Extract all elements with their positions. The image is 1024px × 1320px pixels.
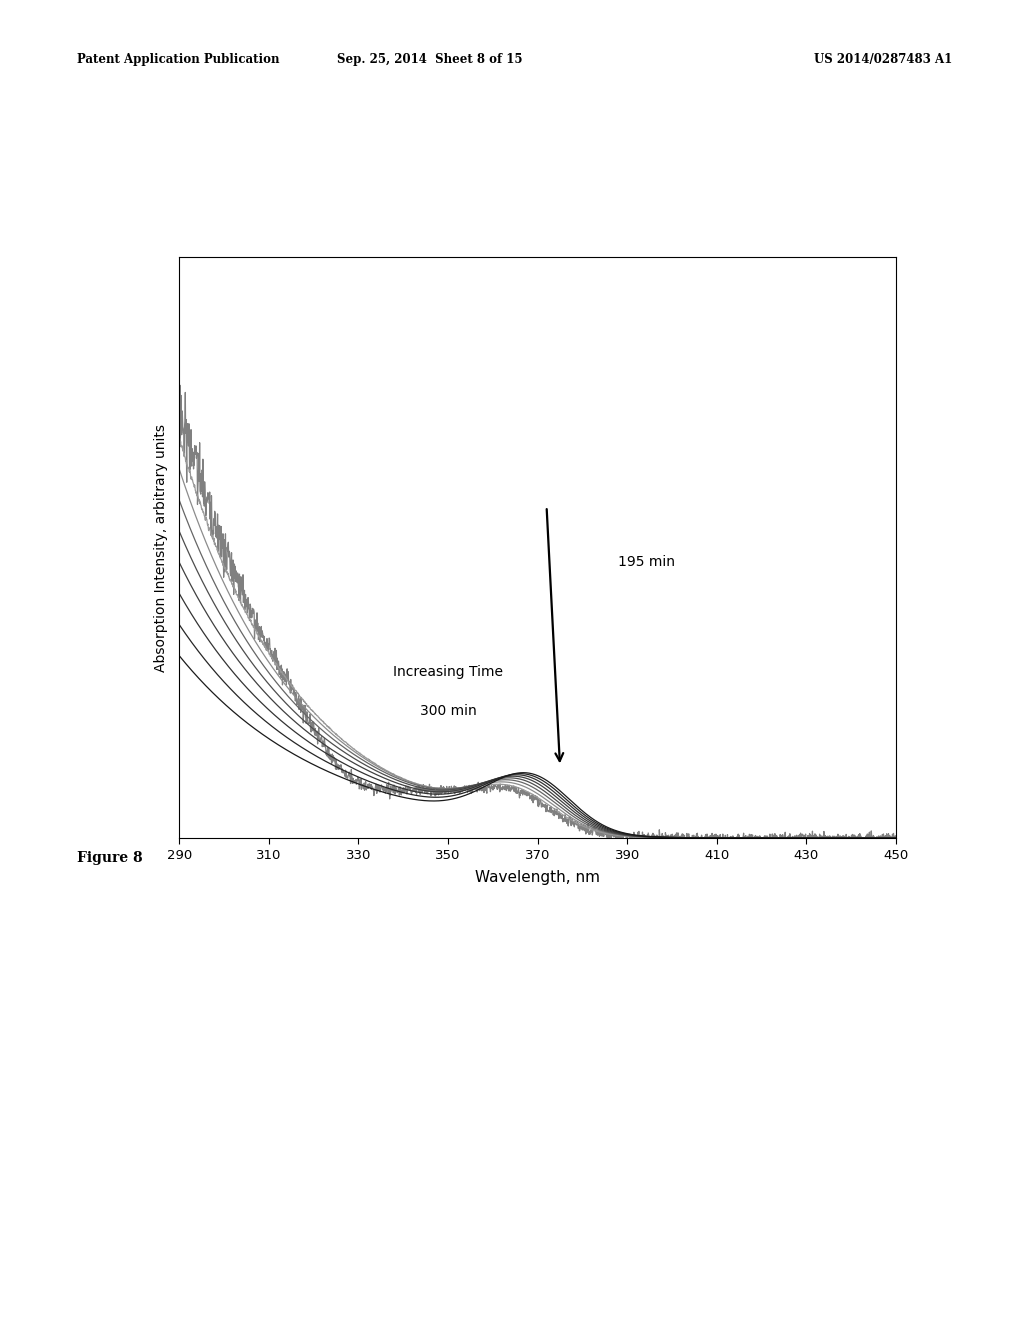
Text: Patent Application Publication: Patent Application Publication xyxy=(77,53,280,66)
Text: 300 min: 300 min xyxy=(420,704,476,718)
Y-axis label: Absorption Intensity, arbitrary units: Absorption Intensity, arbitrary units xyxy=(154,424,168,672)
Text: Sep. 25, 2014  Sheet 8 of 15: Sep. 25, 2014 Sheet 8 of 15 xyxy=(337,53,523,66)
Text: 195 min: 195 min xyxy=(618,554,675,569)
Text: US 2014/0287483 A1: US 2014/0287483 A1 xyxy=(814,53,952,66)
X-axis label: Wavelength, nm: Wavelength, nm xyxy=(475,870,600,884)
Text: Increasing Time: Increasing Time xyxy=(393,665,503,680)
Text: Figure 8: Figure 8 xyxy=(77,851,142,866)
